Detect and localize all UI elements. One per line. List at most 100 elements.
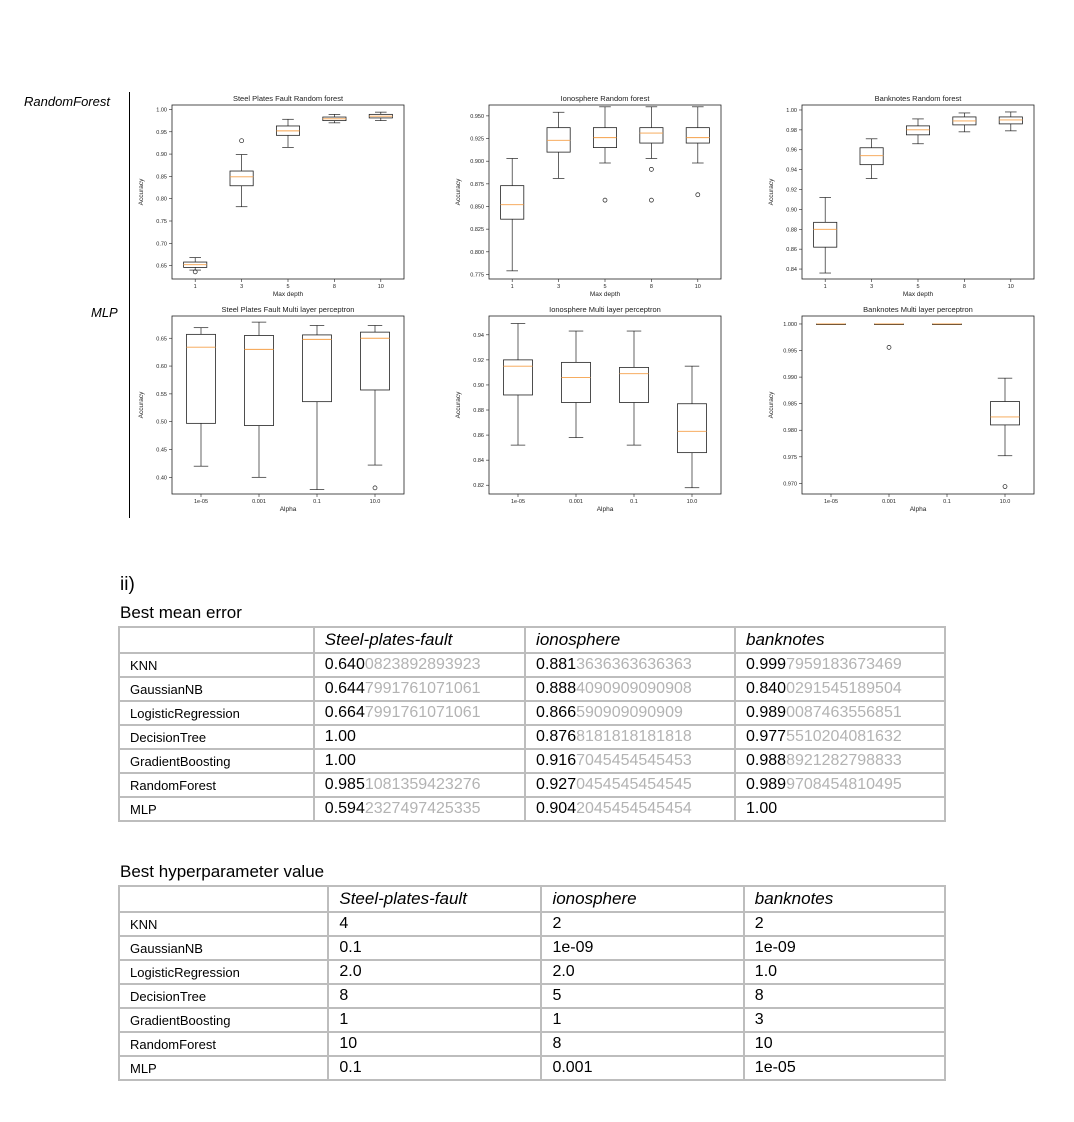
value-main: 0.888: [536, 680, 577, 697]
y-tick-label: 0.85: [156, 174, 167, 180]
y-tick-label: 0.850: [470, 205, 484, 211]
table-cell: 0.9167045454545453: [524, 748, 737, 774]
table-cell: 4: [327, 911, 543, 937]
value-extra-digits: 7045454545453: [576, 752, 692, 769]
y-tick-label: 0.84: [786, 267, 797, 273]
row-label-divider: [129, 92, 130, 518]
value-main: 1: [339, 1011, 349, 1028]
chart-banknotes-mlp: Banknotes Multi layer perceptron 0.970 0.9…: [768, 305, 1035, 513]
table-row: GradientBoosting 1.00 0.9167045454545453 0.…: [118, 748, 946, 774]
table-cell: 1: [540, 1007, 745, 1033]
box-10.0: [677, 365, 707, 489]
box-3: [859, 138, 884, 179]
box-8: [952, 112, 977, 133]
value-main: 1.0: [754, 963, 778, 980]
box-0.001: [874, 323, 904, 350]
value-main: 5: [552, 987, 562, 1004]
outlier-point: [886, 344, 892, 350]
box-body: [500, 185, 525, 220]
table-cell: 1.00: [734, 796, 946, 822]
x-axis-label: Max depth: [273, 291, 304, 298]
y-tick-label: 0.825: [470, 227, 484, 233]
x-tick-label: 1: [824, 284, 827, 290]
value-main: 8: [552, 1035, 562, 1052]
box-0.001: [244, 321, 274, 478]
y-tick-label: 0.95: [156, 130, 167, 136]
box-body: [677, 403, 707, 454]
outlier-point: [239, 138, 244, 144]
y-axis-label: Accuracy: [455, 178, 462, 205]
chart-banknotes-random-forest: Banknotes Random forest 0.84 0.86 0.88 0.90 0…: [768, 94, 1035, 298]
box-body: [639, 127, 664, 144]
y-tick-label: 0.82: [473, 483, 484, 489]
y-tick-label: 0.40: [156, 475, 167, 481]
value-main: 0.916: [536, 752, 577, 769]
row-label: GaussianNB: [118, 676, 315, 702]
value-main: 10: [339, 1035, 358, 1052]
table-cell: 1.00: [312, 724, 527, 750]
value-main: 0.876: [536, 728, 577, 745]
table-row: GaussianNB 0.1 1e-09 1e-09: [117, 935, 947, 961]
table-row: RandomForest 0.9851081359423276 0.92704545…: [118, 772, 946, 798]
x-axis-label: Max depth: [590, 291, 621, 298]
y-tick-label: 0.875: [470, 182, 484, 188]
row-label: RandomForest: [117, 1031, 330, 1057]
y-tick-label: 0.92: [786, 188, 797, 194]
box-1: [813, 197, 838, 274]
value-main: 10: [754, 1035, 773, 1052]
y-tick-label: 0.950: [470, 114, 484, 120]
y-tick-label: 0.88: [786, 227, 797, 233]
y-tick-label: 0.800: [470, 250, 484, 256]
y-axis-label: Accuracy: [455, 391, 462, 418]
value-main: 8: [339, 987, 349, 1004]
y-tick-label: 0.60: [156, 364, 167, 370]
table-cell: 0.9997959183673469: [734, 652, 946, 678]
value-extra-digits: 1081359423276: [364, 776, 481, 793]
y-tick-label: 0.900: [470, 159, 484, 165]
box-5: [905, 118, 930, 145]
chart-title: Banknotes Random forest: [875, 94, 963, 103]
table-cell: 1.00: [312, 748, 527, 774]
row-label: GradientBoosting: [117, 1007, 330, 1033]
value-main: 0.664: [324, 704, 365, 721]
table-cell: 0.6400823892893923: [312, 652, 527, 678]
box-1: [500, 158, 525, 272]
value-main: 1.00: [324, 728, 356, 745]
value-extra-digits: 0454545454545: [576, 776, 692, 793]
table-cell: 0.001: [540, 1055, 745, 1081]
value-main: 1e-05: [754, 1059, 796, 1076]
outlier-point: [695, 192, 701, 198]
row-label: RandomForest: [118, 772, 315, 798]
mean-error-table-title: Best mean error: [120, 603, 242, 622]
box-5: [592, 106, 617, 203]
table-row: DecisionTree 8 5 8: [117, 983, 947, 1009]
box-body: [990, 401, 1020, 426]
y-tick-label: 0.50: [156, 420, 167, 426]
box-10.0: [360, 325, 390, 491]
column-header: [117, 885, 330, 913]
value-extra-digits: 3636363636363: [576, 656, 692, 673]
box-body: [302, 334, 332, 403]
chart-ionosphere-random-forest: Ionosphere Random forest 0.775 0.800 0.825 0…: [455, 94, 722, 298]
table-cell: 0.8768181818181818: [524, 724, 737, 750]
mean-error-table: Steel-plates-fault ionosphere banknotes KNN…: [118, 626, 946, 822]
box-10: [685, 106, 710, 198]
value-main: 0.866: [536, 704, 577, 721]
section-label: ii): [120, 574, 135, 595]
plot-frame: [801, 315, 1035, 495]
plot-frame: [171, 315, 405, 495]
table-cell: 0.8813636363636363: [524, 652, 737, 678]
chart-ionosphere-mlp: Ionosphere Multi layer perceptron 0.82 0.8…: [455, 305, 722, 513]
chart-title: Steel Plates Fault Multi layer perceptro…: [222, 305, 355, 314]
value-main: 0.989: [746, 776, 787, 793]
y-tick-label: 1.000: [783, 322, 797, 328]
box-body: [546, 127, 571, 153]
y-tick-label: 0.86: [473, 433, 484, 439]
x-tick-label: 1: [194, 284, 197, 290]
value-main: 1e-09: [754, 939, 796, 956]
y-tick-label: 0.775: [470, 272, 484, 278]
value-main: 0.840: [746, 680, 787, 697]
x-tick-label: 10: [695, 284, 701, 290]
box-0.1: [619, 330, 649, 446]
x-tick-label: 8: [963, 284, 966, 290]
